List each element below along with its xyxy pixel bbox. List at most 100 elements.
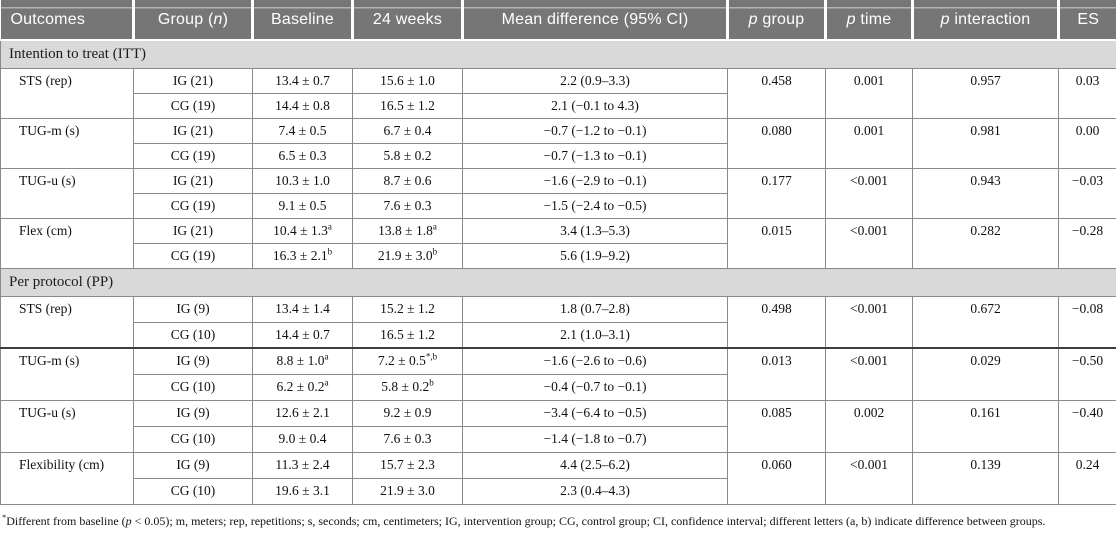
cell-p-interaction: 0.957	[912, 68, 1059, 119]
superscript: a	[432, 221, 437, 231]
cell-24weeks: 16.5 ± 1.2	[352, 322, 463, 349]
cell-outcome: STS (rep)	[0, 68, 134, 119]
cell-baseline: 13.4 ± 0.7	[252, 68, 353, 94]
cell-p-interaction: 0.139	[912, 452, 1059, 505]
col-header-24-weeks: 24 weeks	[352, 0, 464, 41]
cell-24weeks: 7.2 ± 0.5*,b	[352, 348, 463, 375]
cell-p-time: 0.001	[825, 118, 913, 169]
cell-baseline: 11.3 ± 2.4	[252, 452, 353, 479]
cell-outcome: STS (rep)	[0, 296, 134, 349]
cell-group: CG (10)	[133, 322, 253, 349]
cell-24weeks: 15.6 ± 1.0	[352, 68, 463, 94]
table-row: Flexibility (cm) IG (9) 11.3 ± 2.4 15.7 …	[0, 452, 1116, 505]
superscript: b	[429, 377, 434, 388]
table-header-row: Outcomes Group (n) Baseline 24 weeks Mea…	[0, 0, 1116, 41]
col-header-p-group: p group	[727, 0, 827, 41]
cell-group: IG (9)	[133, 400, 253, 427]
cell-p-time: <0.001	[825, 452, 913, 505]
cell-group: CG (10)	[133, 478, 253, 505]
cell-es: 0.24	[1058, 452, 1116, 505]
cell-baseline: 10.4 ± 1.3a	[252, 218, 353, 244]
cell-es: −0.40	[1058, 400, 1116, 453]
cell-mean-difference: 1.8 (0.7–2.8)	[462, 296, 728, 323]
cell-p-group: 0.060	[727, 452, 826, 505]
table-row: STS (rep) IG (21) 13.4 ± 0.7 15.6 ± 1.0 …	[0, 68, 1116, 119]
cell-24weeks: 8.7 ± 0.6	[352, 168, 463, 194]
cell-outcome: TUG-u (s)	[0, 400, 134, 453]
table-row: TUG-u (s) IG (21) 10.3 ± 1.0 8.7 ± 0.6 −…	[0, 168, 1116, 219]
asterisk-superscript: *	[2, 511, 7, 522]
cell-baseline: 10.3 ± 1.0	[252, 168, 353, 194]
superscript: b	[327, 246, 333, 256]
table-row: CG (10) 19.6 ± 3.1 21.9 ± 3.0 2.3 (0.4–4…	[1, 478, 1116, 505]
cell-group: CG (19)	[133, 243, 253, 269]
cell-mean-difference: −0.7 (−1.2 to −0.1)	[462, 118, 728, 144]
cell-24weeks: 7.6 ± 0.3	[352, 426, 463, 453]
cell-p-interaction: 0.672	[912, 296, 1059, 349]
col-header-baseline: Baseline	[252, 0, 354, 41]
cell-24weeks: 9.2 ± 0.9	[352, 400, 463, 427]
cell-24weeks: 5.8 ± 0.2b	[352, 374, 463, 401]
cell-outcome: TUG-m (s)	[0, 118, 134, 169]
cell-baseline: 16.3 ± 2.1b	[252, 243, 353, 269]
section-header-itt: Intention to treat (ITT)	[0, 40, 1116, 69]
cell-mean-difference: −1.5 (−2.4 to −0.5)	[462, 193, 728, 219]
col-header-p-time: p time	[825, 0, 914, 41]
cell-p-time: <0.001	[825, 296, 913, 349]
cell-24weeks: 16.5 ± 1.2	[352, 93, 463, 119]
cell-group: IG (9)	[133, 296, 253, 323]
outcomes-table: Outcomes Group (n) Baseline 24 weeks Mea…	[0, 0, 1116, 505]
section-row-pp: Per protocol (PP)	[0, 268, 1116, 297]
cell-es: −0.28	[1058, 218, 1116, 269]
cell-es: −0.08	[1058, 296, 1116, 349]
cell-mean-difference: 4.4 (2.5–6.2)	[462, 452, 728, 479]
cell-mean-difference: −0.4 (−0.7 to −0.1)	[462, 374, 728, 401]
cell-group: CG (10)	[133, 374, 253, 401]
cell-24weeks: 15.2 ± 1.2	[352, 296, 463, 323]
superscript: *,b	[425, 351, 438, 362]
cell-mean-difference: −0.7 (−1.3 to −0.1)	[462, 143, 728, 169]
cell-baseline: 7.4 ± 0.5	[252, 118, 353, 144]
table-row: CG (10) 6.2 ± 0.2a 5.8 ± 0.2b −0.4 (−0.7…	[1, 374, 1116, 401]
cell-es: −0.03	[1058, 168, 1116, 219]
cell-p-interaction: 0.943	[912, 168, 1059, 219]
table-row: CG (10) 9.0 ± 0.4 7.6 ± 0.3 −1.4 (−1.8 t…	[1, 426, 1116, 453]
cell-mean-difference: 2.2 (0.9–3.3)	[462, 68, 728, 94]
cell-baseline: 14.4 ± 0.7	[252, 322, 353, 349]
table-row: TUG-u (s) IG (9) 12.6 ± 2.1 9.2 ± 0.9 −3…	[0, 400, 1116, 453]
cell-mean-difference: 5.6 (1.9–9.2)	[462, 243, 728, 269]
superscript: b	[432, 246, 438, 256]
cell-baseline: 6.2 ± 0.2a	[252, 374, 353, 401]
cell-mean-difference: 2.1 (1.0–3.1)	[462, 322, 728, 349]
cell-group: CG (19)	[133, 193, 253, 219]
section-row-itt: Intention to treat (ITT)	[0, 40, 1116, 69]
cell-p-time: <0.001	[825, 348, 913, 401]
cell-baseline: 13.4 ± 1.4	[252, 296, 353, 323]
cell-p-interaction: 0.981	[912, 118, 1059, 169]
cell-baseline: 19.6 ± 3.1	[252, 478, 353, 505]
table-row: STS (rep) IG (9) 13.4 ± 1.4 15.2 ± 1.2 1…	[0, 296, 1116, 349]
table-row: TUG-m (s) IG (21) 7.4 ± 0.5 6.7 ± 0.4 −0…	[0, 118, 1116, 169]
superscript: a	[324, 377, 329, 388]
table-footnote: *Different from baseline (p < 0.05); m, …	[2, 511, 1046, 528]
cell-p-time: <0.001	[825, 218, 913, 269]
cell-p-group: 0.013	[727, 348, 826, 401]
cell-24weeks: 13.8 ± 1.8a	[352, 218, 463, 244]
col-header-es: ES	[1058, 0, 1116, 41]
cell-outcome: TUG-u (s)	[0, 168, 134, 219]
cell-24weeks: 6.7 ± 0.4	[352, 118, 463, 144]
cell-p-interaction: 0.161	[912, 400, 1059, 453]
cell-mean-difference: 2.3 (0.4–4.3)	[462, 478, 728, 505]
cell-p-interaction: 0.029	[912, 348, 1059, 401]
cell-p-group: 0.498	[727, 296, 826, 349]
cell-es: 0.03	[1058, 68, 1116, 119]
table-row: CG (19) 16.3 ± 2.1b 21.9 ± 3.0b 5.6 (1.9…	[1, 243, 1116, 269]
cell-24weeks: 21.9 ± 3.0b	[352, 243, 463, 269]
table-row: CG (19) 6.5 ± 0.3 5.8 ± 0.2 −0.7 (−1.3 t…	[1, 143, 1116, 169]
table-row: CG (19) 9.1 ± 0.5 7.6 ± 0.3 −1.5 (−2.4 t…	[1, 193, 1116, 219]
cell-mean-difference: −1.6 (−2.6 to −0.6)	[462, 348, 728, 375]
col-header-p-interaction: p interaction	[912, 0, 1060, 41]
col-header-mean-difference: Mean difference (95% CI)	[462, 0, 729, 41]
cell-es: 0.00	[1058, 118, 1116, 169]
